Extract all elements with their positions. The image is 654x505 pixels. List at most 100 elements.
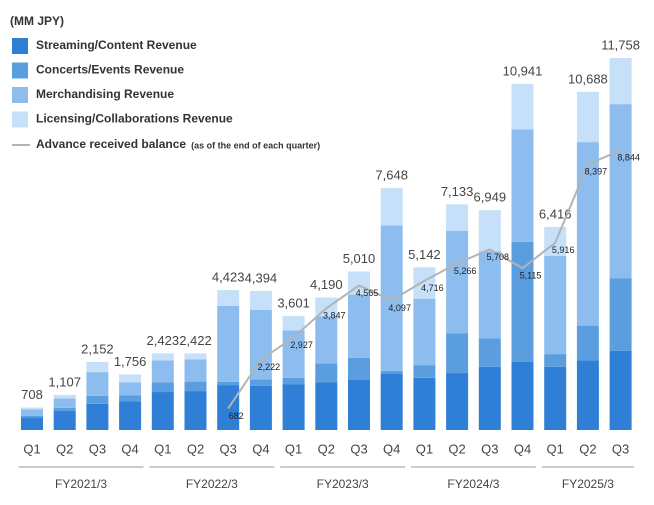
line-value-label: 2,222: [258, 362, 281, 372]
bar-segment: [576, 142, 599, 326]
bar-segment: [413, 377, 436, 430]
bar-segment: [576, 325, 599, 361]
bar-segment: [151, 382, 174, 393]
total-label: 6,949: [474, 190, 507, 205]
bar-segment: [53, 411, 76, 430]
legend-label: Advance received balance: [36, 137, 186, 151]
bar-segment: [21, 415, 43, 418]
x-tick-label: Q1: [416, 441, 433, 456]
line-value-label: 5,708: [487, 252, 510, 262]
total-label: 2,422: [179, 333, 212, 348]
legend-label: Concerts/Events Revenue: [36, 63, 184, 77]
legend-swatch: [12, 87, 28, 103]
x-tick-label: Q2: [448, 441, 465, 456]
x-tick-label: Q1: [285, 441, 302, 456]
total-label: 2,152: [81, 341, 114, 356]
total-label: 5,010: [343, 251, 376, 266]
bar-segment: [315, 297, 338, 317]
group-label: FY2022/3: [186, 477, 238, 491]
bar-segment: [511, 361, 534, 430]
bar-segment: [511, 241, 534, 362]
bar-segment: [511, 129, 534, 242]
unit-label: (MM JPY): [10, 14, 64, 28]
bar-segment: [21, 409, 43, 416]
legend-label: Licensing/Collaborations Revenue: [36, 112, 233, 126]
bar-segment: [576, 360, 599, 430]
bar-segment: [446, 333, 469, 374]
x-tick-label: Q1: [23, 441, 40, 456]
bar-segment: [609, 278, 632, 351]
x-tick-label: Q3: [220, 441, 237, 456]
total-label: 6,416: [539, 206, 572, 221]
bar-segment: [511, 83, 534, 130]
bar-segment: [249, 385, 272, 430]
legend-swatch: [12, 62, 28, 79]
bar-segment: [119, 382, 142, 396]
legend-swatch: [12, 111, 28, 128]
bar-segment: [478, 338, 501, 367]
x-tick-label: Q2: [579, 441, 596, 456]
bar-segment: [380, 188, 403, 226]
x-tick-label: Q4: [252, 441, 269, 456]
bar-segment: [478, 366, 501, 430]
bar-segment: [315, 363, 338, 383]
bar-segment: [348, 294, 370, 358]
bar-segment: [217, 381, 240, 386]
x-tick-label: Q3: [350, 441, 367, 456]
bar-segment: [184, 391, 207, 430]
bar-segment: [609, 58, 632, 105]
total-label: 11,758: [601, 37, 640, 52]
bar-segment: [249, 290, 272, 310]
bar-segment: [53, 398, 76, 408]
total-label: 2,423: [147, 333, 180, 348]
bar-segment: [151, 392, 174, 430]
bar-segment: [544, 255, 567, 355]
x-tick-label: Q3: [89, 441, 106, 456]
bar-segment: [282, 384, 305, 430]
bar-segment: [380, 225, 403, 371]
bar-segment: [21, 417, 43, 430]
bar-segment: [151, 360, 174, 383]
bar-segment: [53, 407, 76, 412]
total-label: 3,601: [277, 296, 310, 311]
bar-segment: [119, 401, 142, 430]
bar-segment: [413, 365, 436, 378]
bar-segment: [544, 354, 567, 367]
total-label: 4,394: [245, 270, 278, 285]
total-label: 7,133: [441, 184, 474, 199]
x-tick-label: Q2: [318, 441, 335, 456]
bar-segment: [544, 366, 567, 430]
bar-segment: [348, 380, 370, 430]
line-value-label: 4,716: [421, 283, 444, 293]
total-label: 7,648: [375, 167, 408, 182]
legend-label: Streaming/Content Revenue: [36, 38, 197, 52]
x-tick-label: Q2: [56, 441, 73, 456]
bar-segment: [151, 353, 174, 361]
x-tick-label: Q3: [612, 441, 629, 456]
line-value-label: 5,266: [454, 266, 477, 276]
line-value-label: 5,916: [552, 245, 575, 255]
bar-segment: [21, 407, 43, 410]
legend-label: Merchandising Revenue: [36, 87, 174, 101]
bar-segment: [184, 353, 207, 360]
total-label: 10,941: [503, 63, 543, 78]
bar-segment: [86, 372, 109, 396]
bar-segment: [413, 267, 436, 299]
total-label: 10,688: [568, 71, 608, 86]
bar-segment: [315, 382, 338, 430]
line-value-label: 682: [229, 411, 244, 421]
bar-segment: [446, 373, 469, 430]
total-label: 4,423: [212, 270, 245, 285]
x-tick-label: Q1: [154, 441, 171, 456]
bar-segment: [184, 381, 207, 392]
bar-segment: [609, 350, 632, 430]
x-tick-label: Q4: [383, 441, 400, 456]
bar-segment: [348, 357, 370, 381]
total-label: 1,107: [48, 374, 81, 389]
line-value-label: 2,927: [290, 340, 313, 350]
x-tick-label: Q4: [121, 441, 138, 456]
total-label: 708: [21, 387, 43, 402]
bar-segment: [478, 210, 501, 252]
bar-segment: [380, 374, 403, 430]
bar-segment: [53, 394, 76, 399]
